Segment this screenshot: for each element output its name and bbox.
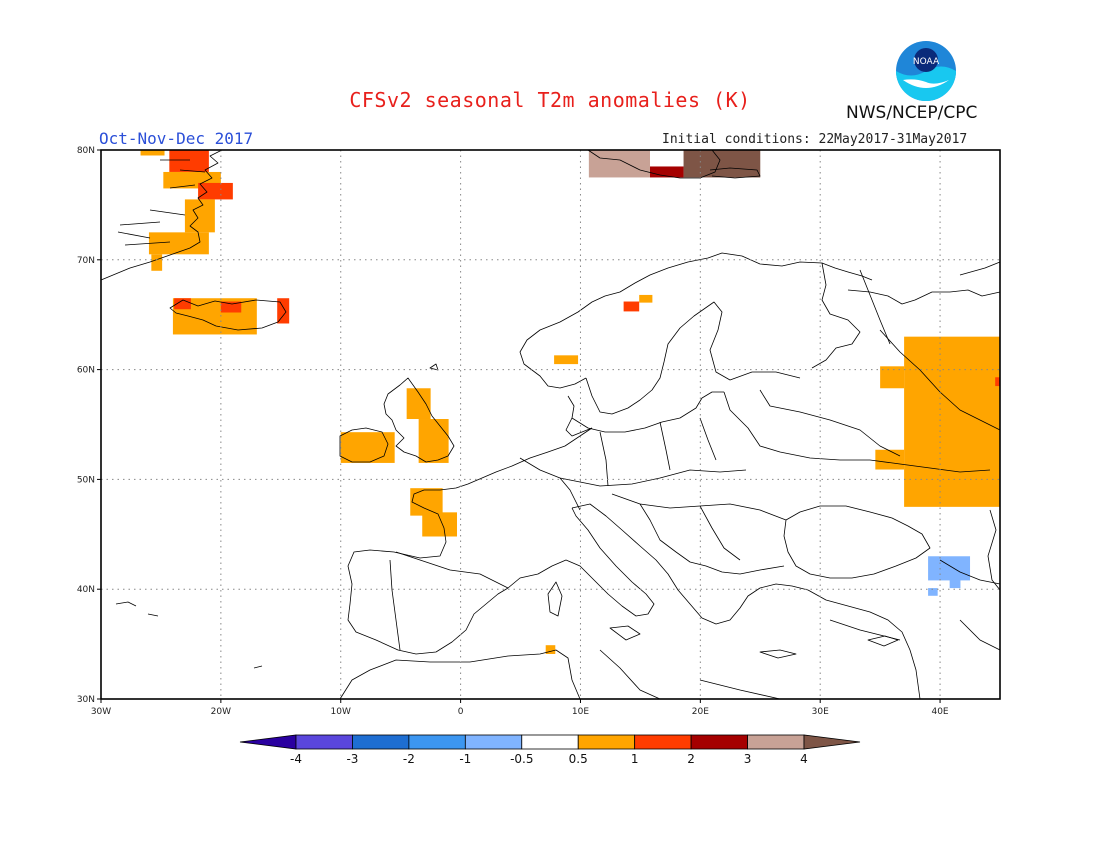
anomaly-cell bbox=[554, 355, 579, 365]
anomaly-cell bbox=[880, 366, 905, 389]
anomaly-cell bbox=[148, 232, 209, 255]
map-frame bbox=[100, 149, 1001, 700]
colorbar-label: 2 bbox=[687, 752, 695, 766]
lat-tick-label: 70N bbox=[77, 256, 95, 266]
agency-name: NWS/NCEP/CPC bbox=[846, 103, 978, 123]
colorbar-box bbox=[577, 734, 636, 750]
lat-tick-label: 50N bbox=[77, 475, 95, 485]
colorbar-label: -3 bbox=[346, 752, 358, 766]
noaa-logo: NOAA bbox=[896, 41, 956, 101]
anomaly-cell bbox=[995, 377, 1000, 387]
anomaly-cell bbox=[184, 199, 215, 233]
lon-tick-label: 0 bbox=[458, 707, 464, 717]
colorbar-box bbox=[747, 734, 805, 750]
anomaly-cell bbox=[639, 294, 653, 303]
lat-tick-label: 60N bbox=[77, 366, 95, 376]
anomaly-cell bbox=[174, 298, 191, 310]
colorbar-label: -0.5 bbox=[510, 752, 533, 766]
colorbar-box bbox=[464, 734, 523, 750]
lat-tick-label: 80N bbox=[77, 146, 95, 156]
colorbar-box bbox=[408, 734, 466, 750]
colorbar-box bbox=[352, 734, 410, 750]
lon-tick-label: 20E bbox=[692, 707, 709, 717]
forecast-period: Oct-Nov-Dec 2017 bbox=[99, 129, 254, 148]
anomaly-cell bbox=[277, 298, 290, 324]
coastlines bbox=[100, 149, 1001, 700]
anomaly-cell bbox=[418, 419, 449, 463]
colorbar-label: -4 bbox=[290, 752, 302, 766]
lon-tick-label: 20W bbox=[211, 707, 231, 717]
anomaly-cell bbox=[340, 432, 395, 463]
colorbar: -4 -3 -2 -1 -0.5 0.5 1 2 3 4 bbox=[239, 734, 861, 766]
lon-tick-label: 40E bbox=[931, 707, 948, 717]
anomaly-cell bbox=[410, 488, 443, 516]
anomaly-cell bbox=[151, 254, 163, 271]
colorbar-label: 4 bbox=[800, 752, 808, 766]
gridlines bbox=[101, 150, 1000, 699]
anomaly-cell bbox=[649, 166, 684, 178]
colorbar-label: 1 bbox=[631, 752, 639, 766]
anomaly-cell bbox=[875, 449, 905, 470]
colorbar-low-arrow bbox=[239, 734, 297, 750]
anomaly-cell bbox=[928, 556, 971, 581]
anomaly-cell bbox=[545, 645, 556, 654]
colorbar-label: -1 bbox=[459, 752, 471, 766]
anomaly-cell bbox=[140, 150, 165, 156]
lat-tick-label: 30N bbox=[77, 695, 95, 705]
colorbar-box bbox=[295, 734, 353, 750]
anomaly-cell bbox=[169, 150, 209, 172]
anomaly-cell bbox=[220, 301, 242, 313]
logo-text: NOAA bbox=[913, 57, 940, 67]
colorbar-label: 3 bbox=[744, 752, 752, 766]
colorbar-high-arrow bbox=[803, 734, 861, 750]
initial-conditions: Initial conditions: 22May2017-31May2017 bbox=[662, 132, 968, 147]
lon-tick-label: 30E bbox=[812, 707, 829, 717]
anomaly-cell bbox=[588, 150, 650, 178]
anomaly-cells bbox=[140, 150, 1000, 654]
axis-ticks: 80N 70N 60N 50N 40N 30N 30W 20W 10W 0 10E 20E 30E 40E bbox=[77, 146, 949, 717]
anomaly-cell bbox=[928, 588, 938, 596]
anomaly-cell bbox=[406, 388, 431, 420]
lon-tick-label: 10W bbox=[331, 707, 351, 717]
lon-tick-label: 30W bbox=[91, 707, 111, 717]
colorbar-box bbox=[690, 734, 748, 750]
colorbar-box bbox=[634, 734, 692, 750]
anomaly-cell bbox=[683, 150, 761, 178]
colorbar-label: -2 bbox=[403, 752, 415, 766]
anomaly-cell bbox=[949, 579, 961, 589]
colorbar-box bbox=[521, 734, 579, 750]
colorbar-label: 0.5 bbox=[569, 752, 588, 766]
anomaly-cell bbox=[198, 182, 233, 200]
map-title: CFSv2 seasonal T2m anomalies (K) bbox=[349, 88, 751, 112]
anomaly-cell bbox=[904, 336, 1000, 507]
anomaly-cell bbox=[422, 512, 458, 537]
lat-tick-label: 40N bbox=[77, 585, 95, 595]
anomaly-cell bbox=[623, 301, 640, 312]
lon-tick-label: 10E bbox=[572, 707, 589, 717]
